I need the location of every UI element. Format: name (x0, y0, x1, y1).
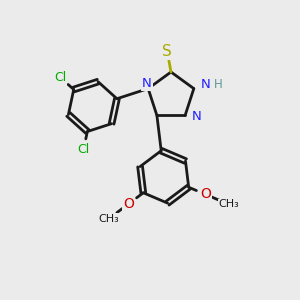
Text: Cl: Cl (54, 70, 66, 84)
Text: O: O (124, 196, 134, 211)
Text: CH₃: CH₃ (98, 214, 119, 224)
Text: N: N (192, 110, 201, 123)
Text: O: O (200, 187, 211, 201)
Text: Cl: Cl (77, 143, 90, 156)
Text: N: N (200, 79, 210, 92)
Text: CH₃: CH₃ (218, 199, 239, 209)
Text: S: S (162, 44, 171, 59)
Text: N: N (142, 77, 152, 90)
Text: H: H (214, 78, 222, 91)
